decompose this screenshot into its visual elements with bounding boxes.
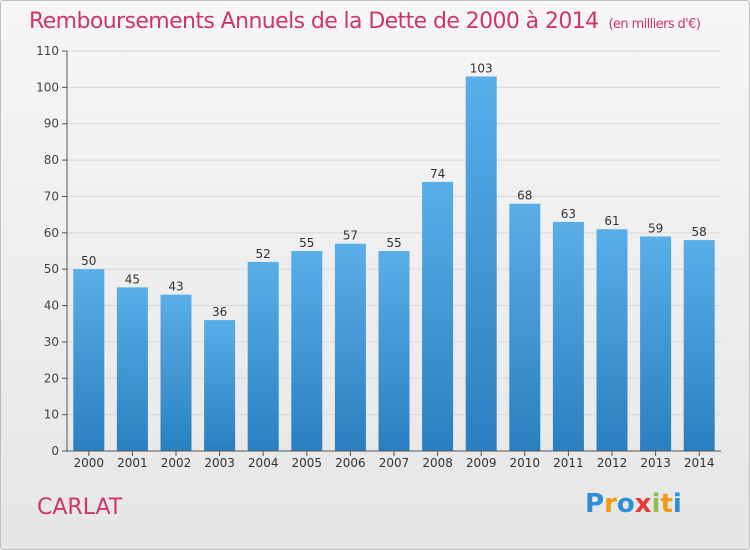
y-tick-label: 30 <box>44 335 59 349</box>
bar <box>422 181 454 451</box>
data-labels: 50 45 43 36 52 55 57 55 74 103 68 63 61 59 58 <box>81 61 707 319</box>
x-tick-label: 2012 <box>597 456 628 470</box>
y-tick-label: 50 <box>44 262 59 276</box>
bar <box>596 229 628 451</box>
data-label: 45 <box>125 272 140 286</box>
bar <box>291 251 323 451</box>
y-tick-label: 60 <box>44 226 59 240</box>
x-tick-label: 2007 <box>379 456 410 470</box>
axes: 0 10 20 30 40 50 60 70 80 90 100 110 2000 2001 2002 200… <box>36 44 721 470</box>
bar <box>247 261 279 451</box>
data-label: 50 <box>81 254 96 268</box>
x-tick-label: 2013 <box>640 456 671 470</box>
logo-letter: P <box>585 489 605 519</box>
logo-letter: o <box>616 489 635 519</box>
data-label: 58 <box>692 225 707 239</box>
proxiti-logo: Proxiti <box>585 489 682 519</box>
bar <box>465 76 497 452</box>
bar <box>334 243 366 451</box>
x-tick-label: 2011 <box>553 456 584 470</box>
data-label: 103 <box>470 61 493 75</box>
bar <box>640 236 672 451</box>
bars <box>73 76 715 452</box>
data-label: 55 <box>386 236 401 250</box>
x-tick-label: 2005 <box>292 456 323 470</box>
x-tick-label: 2004 <box>248 456 279 470</box>
data-label: 74 <box>430 167 445 181</box>
x-tick-label: 2003 <box>204 456 235 470</box>
data-label: 55 <box>299 236 314 250</box>
data-label: 61 <box>604 214 619 228</box>
data-label: 63 <box>561 207 576 221</box>
logo-letter: t <box>660 489 673 519</box>
chart-title: Remboursements Annuels de la Dette de 20… <box>29 9 701 34</box>
x-tick-label: 2000 <box>74 456 105 470</box>
bar <box>116 287 148 451</box>
logo-letter: i <box>672 489 682 519</box>
x-tick-label: 2001 <box>117 456 148 470</box>
y-tick-label: 70 <box>44 189 59 203</box>
bar <box>378 251 410 451</box>
logo-letter: x <box>634 489 652 519</box>
commune-name: CARLAT <box>37 495 123 520</box>
data-label: 43 <box>168 280 183 294</box>
bar <box>509 203 541 451</box>
y-tick-label: 110 <box>36 44 59 58</box>
bar <box>73 269 105 451</box>
x-tick-label: 2014 <box>684 456 715 470</box>
y-tick-label: 0 <box>51 444 59 458</box>
bar <box>552 221 584 451</box>
y-tick-label: 100 <box>36 80 59 94</box>
y-tick-label: 10 <box>44 408 59 422</box>
x-tick-label: 2009 <box>466 456 497 470</box>
x-tick-label: 2010 <box>510 456 541 470</box>
data-label: 68 <box>517 189 532 203</box>
logo-letter: i <box>651 489 661 519</box>
x-tick-label: 2006 <box>335 456 366 470</box>
bar <box>160 294 192 451</box>
y-tick-label: 20 <box>44 371 59 385</box>
logo-letter: r <box>604 489 617 519</box>
y-tick-label: 90 <box>44 117 59 131</box>
title-unit: (en milliers d'€) <box>608 17 701 32</box>
data-label: 36 <box>212 305 227 319</box>
data-label: 59 <box>648 221 663 235</box>
y-tick-label: 80 <box>44 153 59 167</box>
title-text: Remboursements Annuels de la Dette de 20… <box>29 9 599 34</box>
bar <box>204 320 236 451</box>
y-tick-label: 40 <box>44 299 59 313</box>
data-label: 52 <box>256 247 271 261</box>
data-label: 57 <box>343 229 358 243</box>
bar <box>683 240 715 451</box>
x-tick-label: 2008 <box>422 456 453 470</box>
x-tick-label: 2002 <box>161 456 192 470</box>
